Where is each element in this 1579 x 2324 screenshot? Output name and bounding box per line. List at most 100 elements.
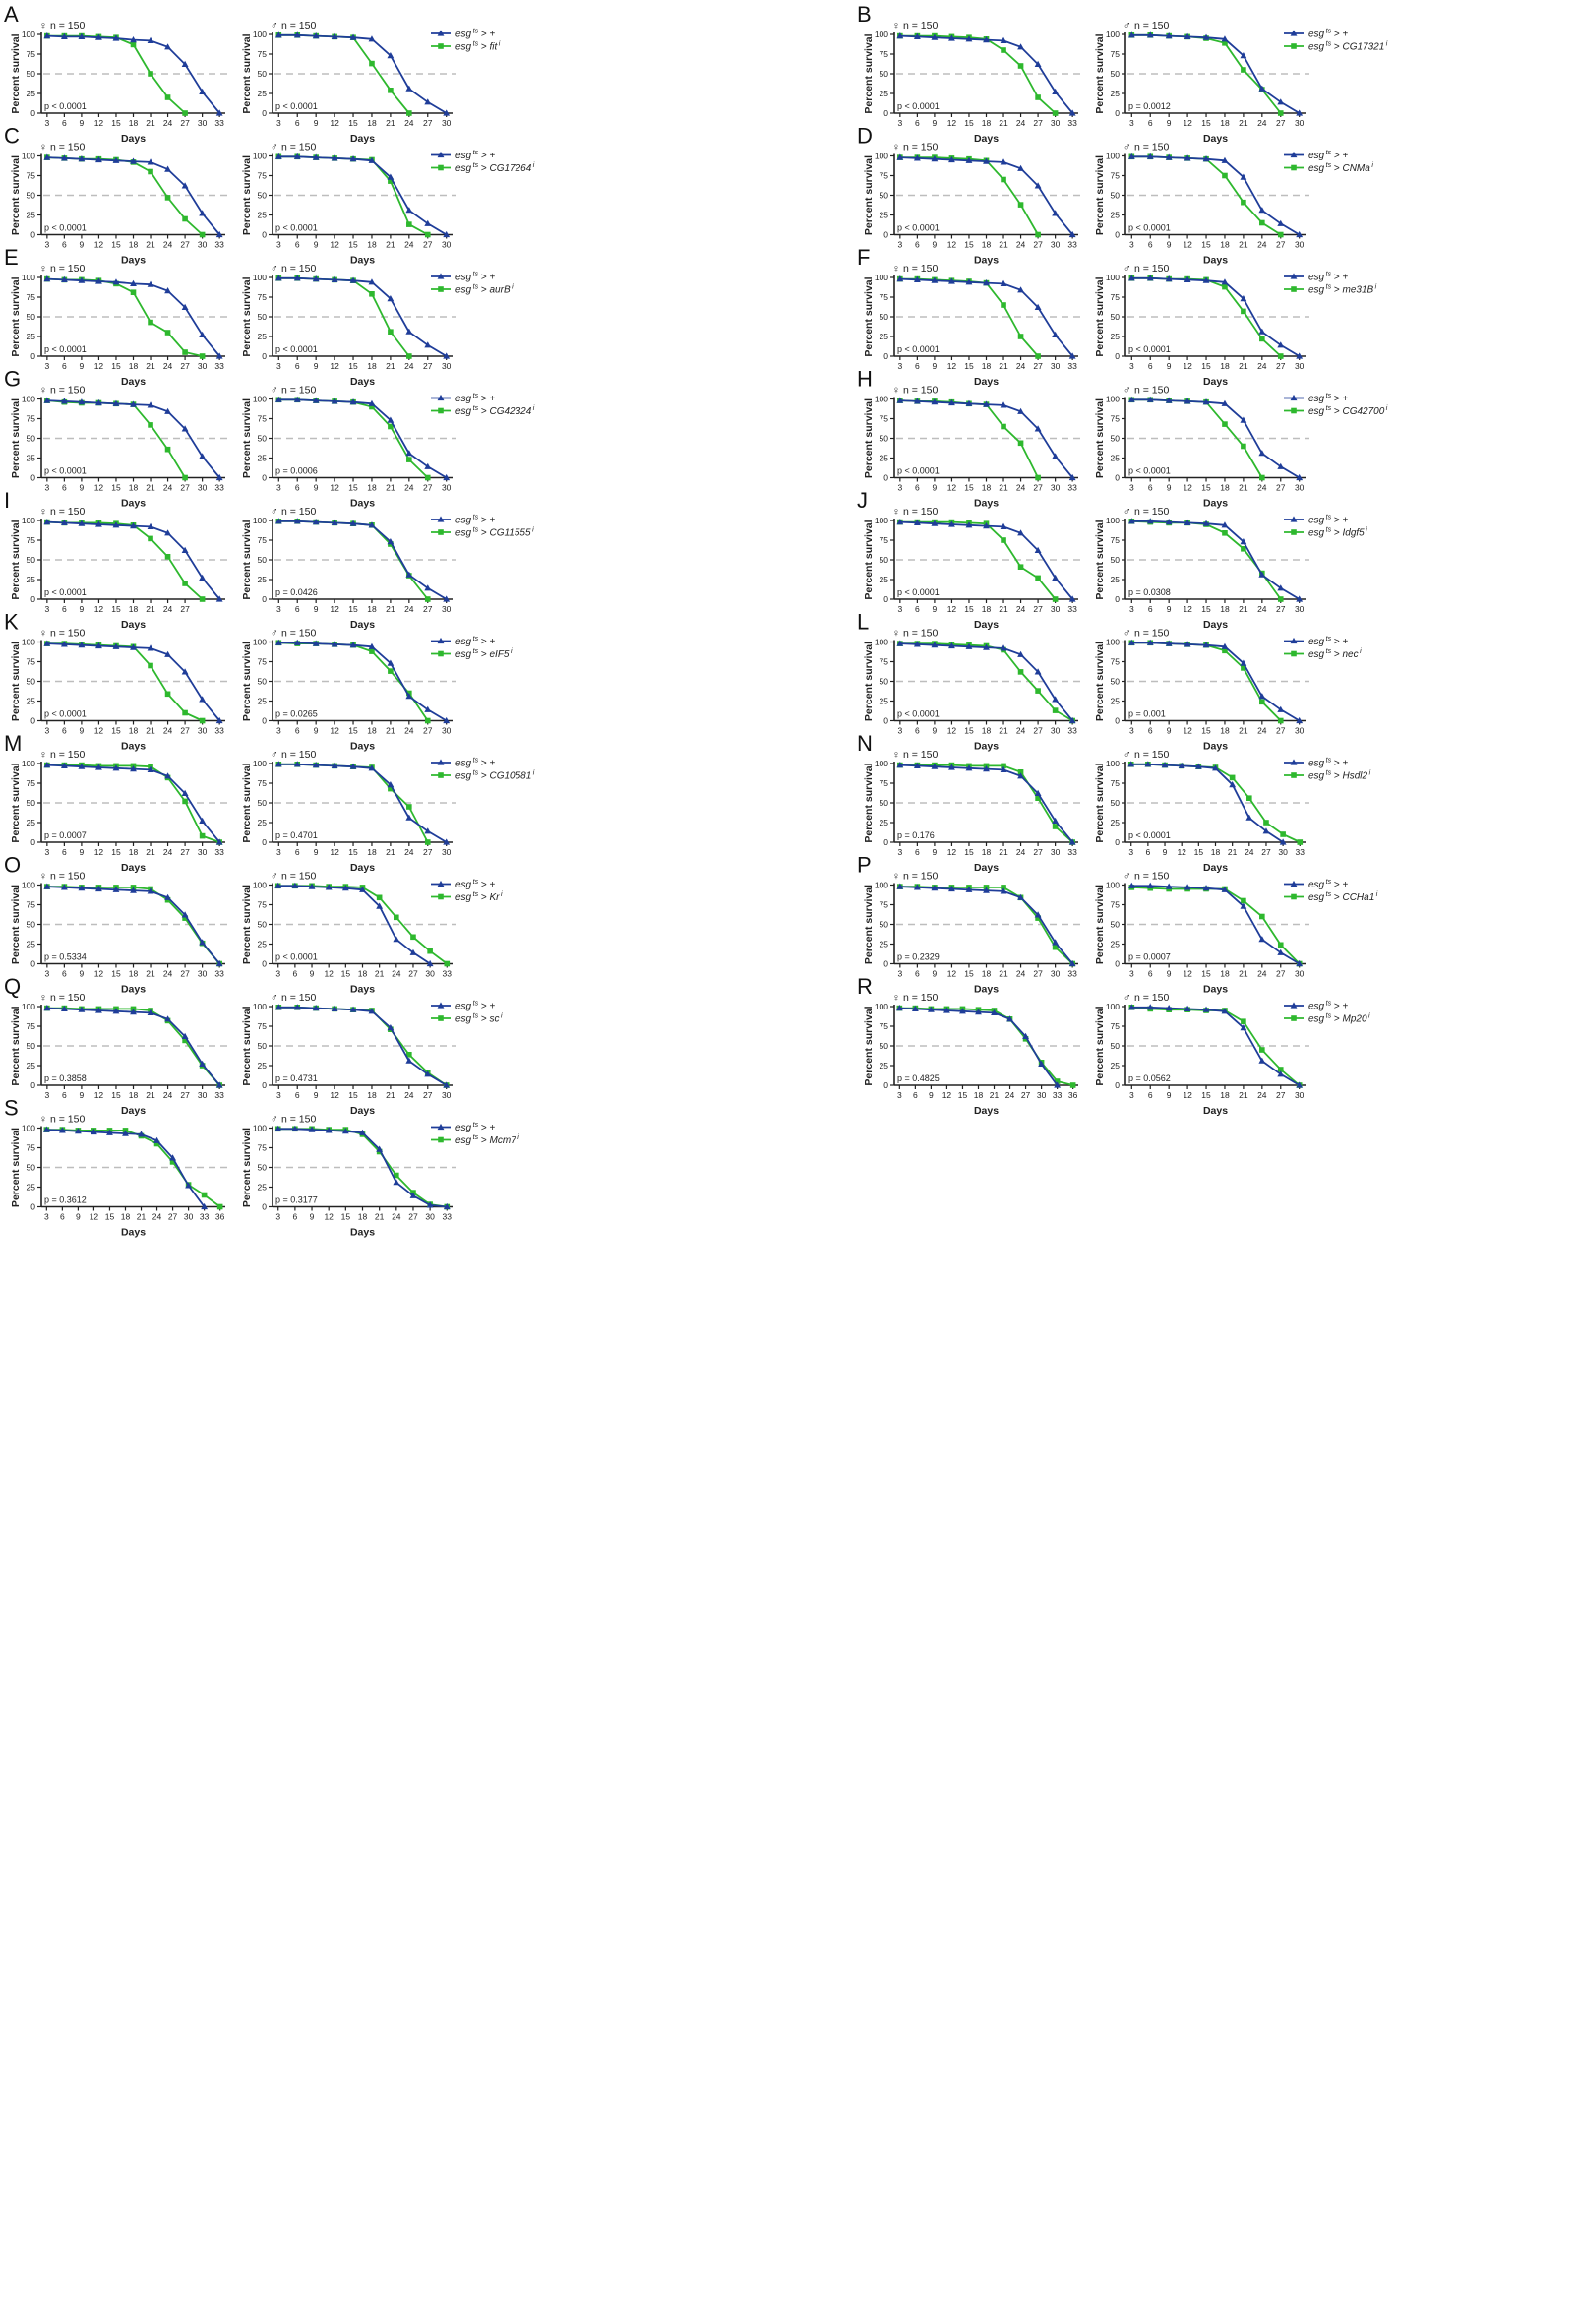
x-tick-label: 30 (442, 483, 452, 493)
y-tick-label: 75 (258, 414, 268, 424)
panel-letter: A (4, 2, 19, 27)
x-axis-title: Days (974, 741, 999, 753)
data-point (1165, 883, 1173, 889)
data-point (215, 838, 223, 845)
x-tick-label: 3 (897, 604, 902, 614)
data-point (312, 153, 320, 160)
data-point (1277, 98, 1285, 105)
x-tick-label: 27 (168, 1212, 178, 1222)
legend-marker (437, 516, 445, 522)
data-point (1035, 231, 1041, 238)
y-axis-title: Percent survival (241, 398, 253, 478)
data-point (965, 156, 973, 163)
x-tick-label: 24 (1016, 118, 1026, 128)
data-point (181, 60, 189, 67)
p-value-label: p < 0.0001 (44, 223, 87, 233)
data-point (896, 640, 904, 646)
panel-letter: G (4, 367, 21, 392)
sample-size-label: n = 150 (903, 20, 938, 31)
x-tick-label: 3 (44, 118, 49, 128)
x-tick-label: 27 (180, 847, 190, 857)
x-tick-label: 24 (163, 240, 173, 250)
p-value-label: p < 0.0001 (1128, 466, 1171, 476)
x-tick-label: 3 (276, 604, 281, 614)
data-point (913, 275, 921, 282)
sex-symbol: ♂ (1124, 992, 1131, 1004)
y-tick-label: 25 (880, 211, 889, 220)
data-point (393, 936, 400, 943)
control-series (1127, 518, 1304, 602)
sample-size-label: n = 150 (281, 20, 316, 31)
data-point (164, 165, 171, 172)
data-point (1035, 474, 1041, 481)
x-axis-title: Days (350, 984, 375, 996)
data-point (1259, 474, 1265, 481)
data-point (43, 275, 51, 282)
data-point (182, 474, 188, 481)
data-point (388, 785, 394, 792)
y-tick-label: 50 (880, 920, 889, 930)
x-tick-label: 27 (180, 604, 190, 614)
data-point (1222, 40, 1228, 46)
data-point (164, 94, 171, 100)
x-tick-label: 18 (367, 604, 377, 614)
y-tick-label: 100 (1106, 1002, 1120, 1011)
y-axis-title: Percent survival (10, 642, 22, 721)
sample-size-label: n = 150 (50, 506, 85, 518)
data-point (1017, 63, 1024, 69)
data-point (896, 519, 904, 525)
legend: esg ts > +esg ts > CG42324 i (431, 393, 535, 417)
y-axis-title: Percent survival (10, 276, 22, 356)
panel-letter: C (4, 124, 20, 149)
x-tick-label: 21 (146, 361, 155, 371)
legend: esg ts > +esg ts > CNMa i (1284, 150, 1373, 174)
y-tick-label: 100 (253, 516, 267, 525)
data-point (201, 1202, 209, 1210)
data-point (983, 643, 990, 650)
legend-marker (1290, 880, 1298, 887)
y-tick-label: 50 (258, 920, 268, 930)
y-axis-title: Percent survival (1094, 1006, 1106, 1085)
x-tick-label: 6 (295, 847, 300, 857)
series-line (1131, 520, 1301, 600)
y-tick-label: 0 (1115, 716, 1120, 726)
data-point (409, 1192, 417, 1198)
sex-symbol: ♂ (1124, 385, 1131, 397)
data-point (78, 885, 86, 891)
legend-rnai-label: esg ts > CG10581 i (455, 770, 535, 782)
x-tick-label: 15 (105, 1212, 115, 1222)
x-tick-label: 6 (1148, 726, 1153, 736)
data-point (443, 230, 451, 238)
data-point (406, 221, 412, 227)
data-point (948, 34, 955, 41)
data-point (60, 275, 68, 282)
sample-size-label: n = 150 (50, 20, 85, 31)
x-tick-label: 18 (129, 483, 139, 493)
x-tick-label: 9 (80, 118, 85, 128)
data-point (148, 422, 153, 428)
data-point (393, 1179, 400, 1186)
x-tick-label: 3 (276, 483, 281, 493)
x-tick-label: 9 (80, 969, 85, 979)
data-point (931, 276, 939, 283)
y-tick-label: 75 (880, 778, 889, 788)
y-tick-label: 100 (1106, 516, 1120, 525)
x-tick-label: 18 (358, 969, 368, 979)
x-tick-label: 21 (1239, 726, 1248, 736)
control-series (43, 397, 223, 481)
data-point (1277, 1067, 1284, 1072)
y-tick-label: 25 (258, 575, 268, 584)
data-point (913, 398, 921, 404)
y-tick-label: 50 (258, 555, 268, 565)
data-point (991, 1009, 998, 1015)
x-tick-label: 21 (146, 726, 155, 736)
data-point (1258, 450, 1266, 457)
data-point (424, 839, 431, 845)
data-point (130, 765, 137, 772)
y-tick-label: 50 (880, 677, 889, 687)
y-tick-label: 25 (27, 332, 36, 341)
y-tick-label: 75 (880, 171, 889, 181)
